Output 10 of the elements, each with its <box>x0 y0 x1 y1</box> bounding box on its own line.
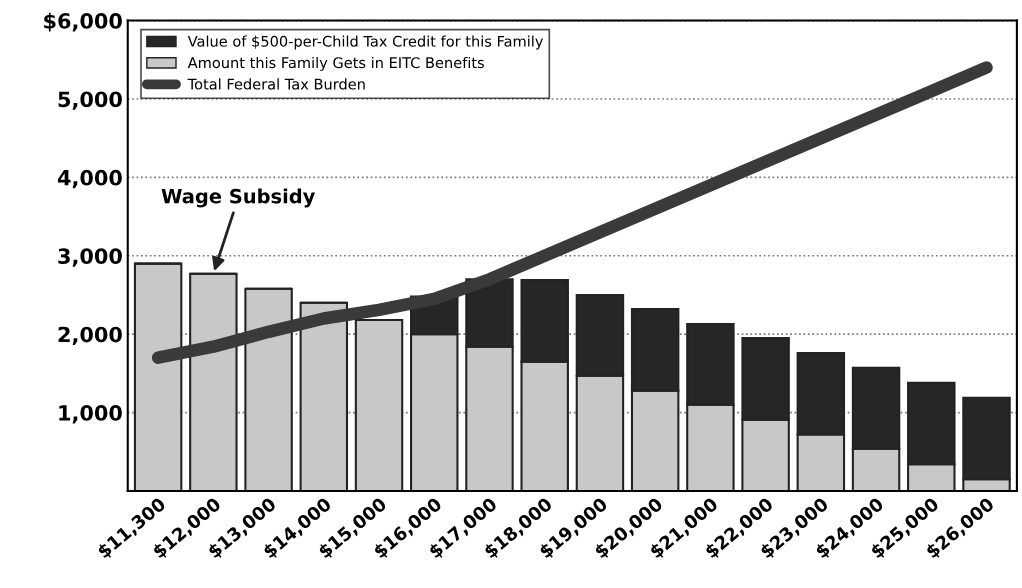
legend-label: Amount this Family Gets in EITC Benefits <box>187 56 484 72</box>
annotation: Wage Subsidy <box>161 188 316 208</box>
y-tick-label: 1,000 <box>59 405 122 424</box>
legend-label: Value of $500-per-Child Tax Credit for this Family <box>187 35 544 50</box>
y-tick-label: $6,000 <box>44 12 122 32</box>
y-tick-label: 2,000 <box>58 326 122 346</box>
y-tick-label: 4,000 <box>57 169 122 189</box>
legend-label: Total Federal Tax Burden <box>187 78 365 90</box>
y-tick-label: 5,000 <box>58 91 122 110</box>
y-tick-label: 3,000 <box>58 248 122 267</box>
